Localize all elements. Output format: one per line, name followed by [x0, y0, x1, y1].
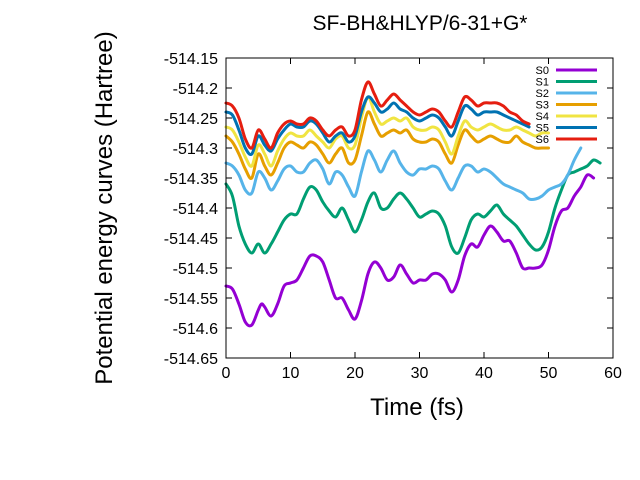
- legend-label: S5: [536, 123, 549, 135]
- series-line-s1: [224, 158, 602, 255]
- legend-label: S4: [536, 111, 549, 123]
- y-tick-label: -514.55: [164, 291, 218, 308]
- x-tick-label: 10: [282, 365, 300, 382]
- y-tick-label: -514.6: [173, 321, 218, 338]
- series-lines: [224, 80, 602, 328]
- y-tick-label: -514.4: [173, 201, 218, 218]
- chart-title: SF-BH&HLYP/6-31+G*: [313, 12, 528, 35]
- y-tick-label: -514.45: [164, 231, 218, 248]
- x-tick-label: 50: [540, 365, 558, 382]
- x-tick-label: 20: [346, 365, 364, 382]
- plot-frame: [225, 57, 614, 359]
- x-tick-label: 60: [604, 365, 622, 382]
- legend-label: S1: [536, 77, 549, 89]
- y-axis-label: Potential energy curves (Hartree): [91, 31, 118, 384]
- y-tick-label: -514.25: [164, 111, 218, 128]
- series-line-s2: [224, 146, 583, 202]
- x-tick-label: 40: [475, 365, 493, 382]
- y-tick-label: -514.15: [164, 51, 218, 68]
- legend-label: S0: [536, 65, 549, 77]
- series-line-s4: [224, 95, 550, 168]
- series-line-s3: [224, 110, 550, 180]
- y-tick-label: -514.35: [164, 171, 218, 188]
- series-line-s0: [224, 173, 596, 328]
- series-line-s6: [224, 80, 531, 150]
- y-tick-label: -514.2: [173, 81, 218, 98]
- x-tick-label: 0: [222, 365, 231, 382]
- x-tick-label: 30: [411, 365, 429, 382]
- legend-label: S3: [536, 100, 549, 112]
- legend-label: S6: [536, 134, 549, 146]
- series-line-s5: [224, 95, 531, 156]
- legend-label: S2: [536, 88, 549, 100]
- y-tick-label: -514.3: [173, 141, 218, 158]
- x-axis-label: Time (fs): [370, 394, 464, 421]
- y-tick-label: -514.5: [173, 261, 218, 278]
- y-tick-label: -514.65: [164, 351, 218, 368]
- axis-ticks: 0 10 20 30 40 50 60 -514.15 -514.2 -514.25 -514.3 -…: [164, 51, 622, 382]
